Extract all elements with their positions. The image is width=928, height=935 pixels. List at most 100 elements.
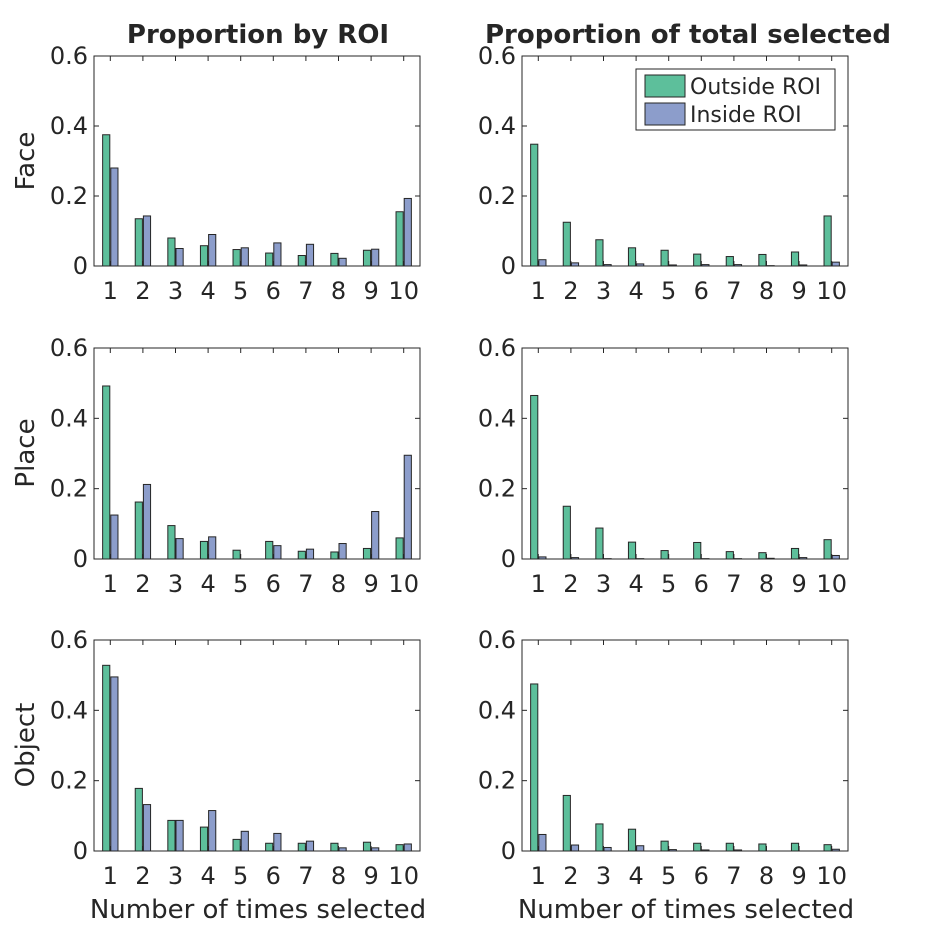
- row-label-face: Face: [11, 132, 41, 191]
- bar-outside-7: [725, 842, 734, 852]
- legend-swatch-inside: [644, 102, 686, 126]
- y-tick-label: 0.2: [478, 182, 516, 210]
- legend-swatch-outside: [644, 74, 686, 98]
- bar-outside-7: [297, 842, 306, 852]
- bar-outside-9: [790, 842, 800, 852]
- x-tick-label: 10: [816, 570, 847, 598]
- y-tick-label: 0.2: [50, 767, 88, 795]
- y-tick-label: 0.6: [50, 42, 88, 70]
- bar-outside-10: [395, 537, 404, 560]
- bar-outside-2: [562, 505, 571, 560]
- bar-inside-10: [403, 197, 412, 267]
- y-tick-label: 0.4: [478, 112, 516, 140]
- bar-inside-9: [371, 511, 380, 560]
- y-tick-label: 0: [73, 545, 88, 573]
- bar-inside-10: [831, 554, 840, 560]
- y-tick-label: 0: [73, 252, 88, 280]
- bar-inside-7: [305, 840, 315, 852]
- bar-inside-6: [273, 545, 282, 560]
- legend-label-inside: Inside ROI: [690, 103, 802, 128]
- bar-outside-5: [232, 549, 241, 560]
- x-tick-label: 4: [200, 277, 215, 305]
- bar-inside-2: [570, 844, 580, 852]
- bar-outside-7: [297, 255, 306, 267]
- bar-outside-3: [595, 527, 604, 560]
- x-tick-label: 8: [759, 862, 774, 890]
- column-title-right: Proportion of total selected: [485, 20, 891, 50]
- bar-outside-9: [362, 249, 372, 267]
- legend-label-outside: Outside ROI: [690, 75, 821, 100]
- bar-inside-4: [208, 810, 217, 852]
- bar-outside-9: [790, 547, 800, 560]
- x-tick-label: 1: [103, 277, 118, 305]
- x-tick-label: 10: [816, 277, 847, 305]
- plot-area: [522, 348, 848, 559]
- y-tick-label: 0.4: [478, 696, 516, 724]
- bar-inside-5: [240, 830, 249, 852]
- bar-outside-2: [562, 794, 571, 852]
- column-title-left: Proportion by ROI: [127, 20, 389, 50]
- legend: Outside ROI Inside ROI: [635, 68, 836, 131]
- x-tick-label: 2: [135, 277, 150, 305]
- bar-outside-4: [627, 541, 637, 560]
- y-tick-label: 0.2: [478, 475, 516, 503]
- bar-outside-8: [330, 842, 339, 852]
- y-tick-label: 0.2: [50, 475, 88, 503]
- x-tick-label: 7: [298, 862, 313, 890]
- bar-outside-10: [823, 539, 832, 560]
- x-tick-label: 10: [388, 862, 419, 890]
- x-tick-label: 2: [135, 570, 150, 598]
- bar-inside-1: [538, 259, 547, 267]
- bar-outside-2: [134, 218, 143, 267]
- x-tick-label: 4: [628, 570, 643, 598]
- bar-outside-1: [530, 394, 539, 560]
- panel-2-1: 0 0.2 0.4 0.6 1 2 3 4 5 6 7 8 9 10: [50, 334, 421, 598]
- bar-outside-3: [167, 237, 176, 267]
- bar-outside-8: [330, 551, 339, 560]
- axes-box: [93, 639, 421, 852]
- bar-inside-2: [142, 483, 152, 560]
- bar-outside-3: [167, 819, 176, 852]
- row-label-place: Place: [11, 418, 41, 487]
- bar-outside-6: [693, 541, 702, 560]
- y-tick-label: 0.2: [50, 182, 88, 210]
- x-tick-label: 3: [168, 570, 183, 598]
- x-tick-label: 4: [200, 862, 215, 890]
- bar-outside-6: [693, 253, 702, 267]
- bar-inside-1: [110, 167, 119, 267]
- bar-outside-9: [362, 547, 372, 560]
- bar-outside-10: [823, 215, 832, 267]
- bar-outside-4: [199, 540, 209, 560]
- bar-inside-1: [110, 514, 119, 560]
- x-tick-label: 8: [759, 277, 774, 305]
- x-tick-label: 8: [759, 570, 774, 598]
- bar-outside-5: [660, 550, 669, 560]
- x-tick-label: 7: [298, 277, 313, 305]
- x-tick-label: 2: [563, 862, 578, 890]
- x-tick-label: 8: [331, 277, 346, 305]
- bar-outside-5: [232, 249, 241, 267]
- bar-outside-8: [330, 252, 339, 267]
- y-tick-label: 0.4: [50, 696, 88, 724]
- bar-outside-4: [627, 247, 637, 267]
- bar-inside-10: [403, 843, 412, 852]
- bar-outside-6: [693, 842, 702, 852]
- x-tick-label: 2: [563, 570, 578, 598]
- plot-area: [522, 640, 848, 851]
- bar-outside-3: [595, 239, 604, 267]
- row-label-object: Object: [11, 703, 41, 788]
- bar-outside-1: [102, 134, 111, 267]
- bar-inside-4: [636, 845, 645, 852]
- bar-outside-1: [530, 143, 539, 267]
- bar-outside-10: [395, 211, 404, 267]
- bar-outside-5: [660, 840, 669, 852]
- bar-outside-5: [660, 249, 669, 267]
- panel-1-1: 0 0.2 0.4 0.6 1 2 3 4 5 6 7 8 9 10: [50, 42, 421, 305]
- bar-inside-9: [371, 248, 380, 267]
- x-tick-label: 7: [298, 570, 313, 598]
- bar-inside-8: [338, 257, 347, 267]
- panel-2-2: 0 0.2 0.4 0.6 1 2 3 4 5 6 7 8 9 10: [478, 334, 849, 598]
- x-tick-label: 3: [596, 862, 611, 890]
- bar-outside-1: [102, 385, 111, 560]
- bar-outside-4: [199, 245, 209, 267]
